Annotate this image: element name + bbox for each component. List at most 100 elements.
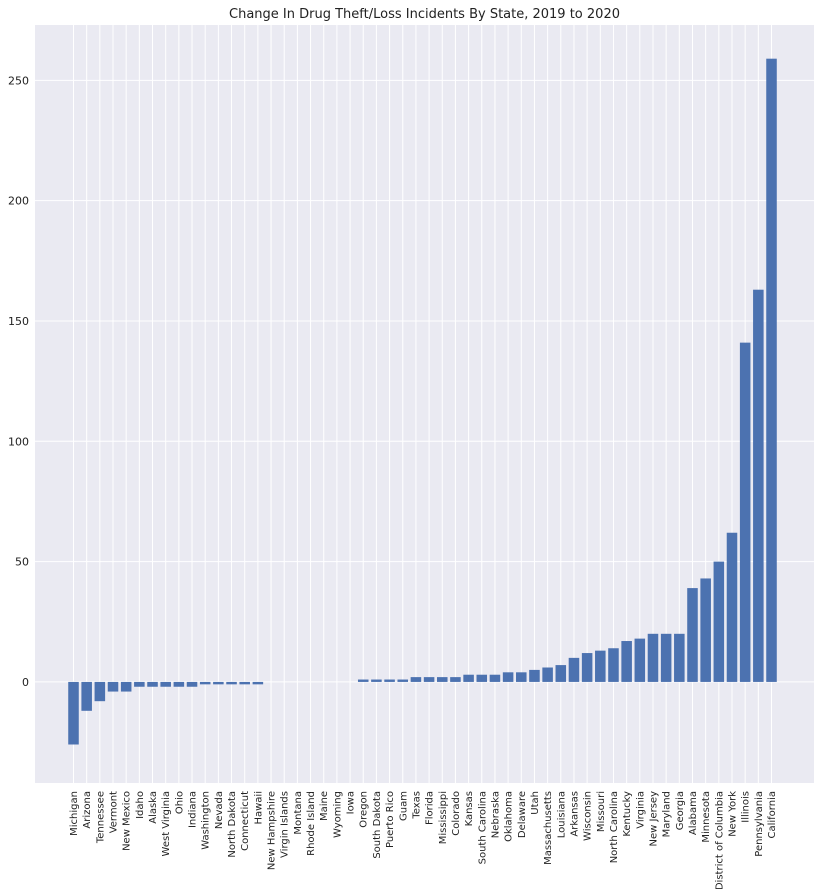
bar-oklahoma xyxy=(502,672,514,682)
x-category-label: Maryland xyxy=(662,791,673,837)
x-category-label: Michigan xyxy=(69,791,80,836)
x-category-label: Idaho xyxy=(135,791,146,819)
x-category-label: Puerto Rico xyxy=(385,791,396,848)
x-category-label: Oregon xyxy=(359,791,370,828)
x-category-label: South Carolina xyxy=(477,791,488,864)
y-tick-label: 50 xyxy=(15,556,29,569)
y-tick-label: 200 xyxy=(8,195,29,208)
bar-kansas xyxy=(463,674,474,682)
x-category-label: Iowa xyxy=(346,791,357,814)
x-category-label: Ohio xyxy=(174,791,185,814)
y-tick-label: 250 xyxy=(8,74,29,87)
x-category-label: Oklahoma xyxy=(504,791,515,842)
bar-california xyxy=(766,58,777,682)
bar-arizona xyxy=(81,681,92,711)
bar-delaware xyxy=(516,672,527,682)
bar-massachusetts xyxy=(542,667,553,682)
bar-washington xyxy=(199,681,211,685)
bar-south-carolina xyxy=(476,674,488,682)
x-category-label: Montana xyxy=(293,791,304,835)
chart-title: Change In Drug Theft/Loss Incidents By S… xyxy=(229,7,620,22)
bar-mississippi xyxy=(436,677,448,682)
bar-guam xyxy=(397,679,409,682)
x-category-label: Mississippi xyxy=(438,791,449,844)
x-axis-category-labels: Michigan Arizona Tennessee Vermont New Mexic… xyxy=(69,791,778,889)
x-category-label: Delaware xyxy=(517,791,528,838)
bar-oregon xyxy=(357,679,369,682)
x-category-label: Missouri xyxy=(596,791,607,832)
x-category-label: Georgia xyxy=(675,791,686,830)
x-category-label: Nevada xyxy=(214,791,225,829)
x-category-label: Arkansas xyxy=(569,791,580,837)
x-category-label: Colorado xyxy=(451,791,462,836)
x-category-label: New York xyxy=(728,791,739,837)
x-category-label: Alabama xyxy=(688,791,699,835)
bar-illinois xyxy=(739,342,751,682)
x-category-label: Virgin Islands xyxy=(280,791,291,858)
x-category-label: Wisconsin xyxy=(583,791,594,841)
bar-wisconsin xyxy=(581,653,593,682)
bar-michigan xyxy=(68,681,79,745)
bar-north-dakota xyxy=(226,681,237,685)
bar-vermont xyxy=(107,681,119,692)
bar-virginia xyxy=(634,638,646,682)
bar-pennsylvania xyxy=(753,289,764,682)
bar-west-virginia xyxy=(160,681,171,687)
y-tick-label: 100 xyxy=(8,435,29,448)
x-category-label: Nebraska xyxy=(490,791,501,838)
x-category-label: North Dakota xyxy=(227,791,238,858)
bar-puerto-rico xyxy=(384,679,395,682)
x-category-label: Rhode Island xyxy=(306,791,317,856)
bar-maryland xyxy=(660,633,672,682)
x-category-label: Kansas xyxy=(464,791,475,826)
bar-missouri xyxy=(595,650,606,682)
x-category-label: Indiana xyxy=(188,791,199,828)
x-category-label: District of Columbia xyxy=(714,791,725,889)
x-category-label: Wyoming xyxy=(332,791,343,838)
x-category-label: Arizona xyxy=(82,791,93,829)
bar-north-carolina xyxy=(608,648,619,682)
x-category-label: Alaska xyxy=(148,791,159,824)
x-category-label: Minnesota xyxy=(701,791,712,843)
bar-nevada xyxy=(213,681,224,685)
bar-louisiana xyxy=(555,665,567,682)
x-category-label: Massachusetts xyxy=(543,791,554,865)
bar-texas xyxy=(410,677,422,682)
x-category-label: Virginia xyxy=(635,791,646,829)
bar-alabama xyxy=(687,588,698,682)
x-category-label: South Dakota xyxy=(372,791,383,859)
x-category-label: Connecticut xyxy=(240,791,251,851)
x-category-label: New Mexico xyxy=(122,791,133,851)
x-category-label: Guam xyxy=(398,791,409,821)
bar-indiana xyxy=(186,681,198,687)
bar-colorado xyxy=(450,677,461,682)
grid-lines xyxy=(35,25,814,783)
bar-kentucky xyxy=(621,641,632,682)
x-category-label: West Virginia xyxy=(161,791,172,856)
x-category-label: New Jersey xyxy=(648,791,659,847)
x-category-label: Tennessee xyxy=(95,791,106,844)
x-category-label: Pennsylvania xyxy=(754,791,765,857)
x-category-label: California xyxy=(767,791,778,839)
x-category-label: Utah xyxy=(530,791,541,815)
y-tick-label: 0 xyxy=(22,676,29,689)
bar-new-jersey xyxy=(647,633,659,682)
x-category-label: Illinois xyxy=(741,791,752,823)
y-tick-label: 150 xyxy=(8,315,29,328)
x-category-label: Louisiana xyxy=(556,791,567,838)
bar-district-of-columbia xyxy=(713,561,725,682)
x-category-label: Florida xyxy=(425,791,436,825)
bar-arkansas xyxy=(568,657,580,682)
x-category-label: North Carolina xyxy=(609,791,620,863)
bar-hawaii xyxy=(252,681,264,685)
x-category-label: Vermont xyxy=(109,791,120,833)
bar-alaska xyxy=(147,681,158,687)
x-category-label: Maine xyxy=(319,791,330,821)
bar-tennessee xyxy=(94,681,106,702)
bar-nebraska xyxy=(489,674,501,682)
bar-georgia xyxy=(674,633,685,682)
bar-ohio xyxy=(173,681,185,687)
bar-new-york xyxy=(726,532,738,682)
x-category-label: Kentucky xyxy=(622,791,633,837)
